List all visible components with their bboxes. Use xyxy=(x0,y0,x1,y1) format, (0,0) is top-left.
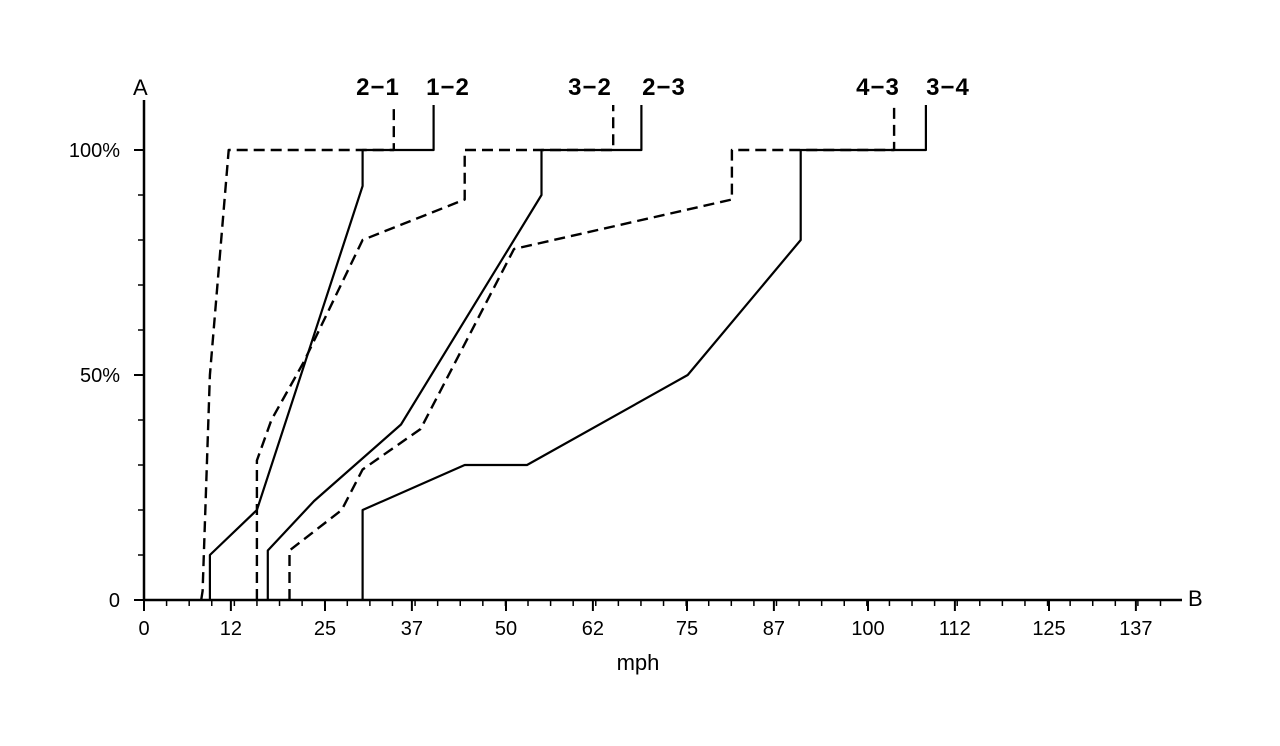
minor-ticks xyxy=(138,149,1162,606)
x-tick-label: 137 xyxy=(1119,618,1152,640)
y-tick-label: 50% xyxy=(80,365,120,387)
x-tick-label: 25 xyxy=(314,618,336,640)
series-label-3-2: 3−2 xyxy=(568,74,612,101)
series-label-2-1: 2−1 xyxy=(356,74,400,101)
x-tick-label: 87 xyxy=(763,618,785,640)
series-line-4-3 xyxy=(288,105,896,600)
x-axis-letter: B xyxy=(1188,586,1203,611)
x-axis-label: mph xyxy=(617,650,660,675)
series-lines xyxy=(200,105,928,601)
series-label-2-3: 2−3 xyxy=(642,74,686,101)
series-label-1-2: 1−2 xyxy=(426,74,470,101)
x-tick-label: 75 xyxy=(676,618,698,640)
x-tick-label: 12 xyxy=(220,618,242,640)
series-labels: 2−1 1−2 3−2 2−3 4−3 3−4 xyxy=(356,74,970,101)
x-tick-label: 0 xyxy=(138,618,149,640)
x-tick-label: 50 xyxy=(495,618,517,640)
series-label-3-4: 3−4 xyxy=(926,74,970,101)
x-tick-label: 112 xyxy=(939,618,971,640)
x-tick-label: 125 xyxy=(1032,618,1065,640)
series-line-3-2 xyxy=(255,105,615,600)
series-line-2-3 xyxy=(266,105,643,600)
y-tick-label: 0 xyxy=(109,590,120,612)
series-line-1-2 xyxy=(208,105,435,600)
x-tick-label: 37 xyxy=(401,618,423,640)
y-axis-letter: A xyxy=(133,75,148,100)
y-tick-label: 100% xyxy=(69,140,120,162)
axes: A B mph xyxy=(133,75,1203,675)
x-ticks: 0 12 25 37 50 62 75 87 100 112 125 137 xyxy=(138,600,1153,640)
series-line-2-1 xyxy=(200,105,395,601)
series-label-4-3: 4−3 xyxy=(856,74,900,101)
x-tick-label: 100 xyxy=(851,618,884,640)
series-line-3-4 xyxy=(361,105,928,600)
y-ticks: 0 50% 100% xyxy=(69,140,144,612)
x-tick-label: 62 xyxy=(582,618,604,640)
